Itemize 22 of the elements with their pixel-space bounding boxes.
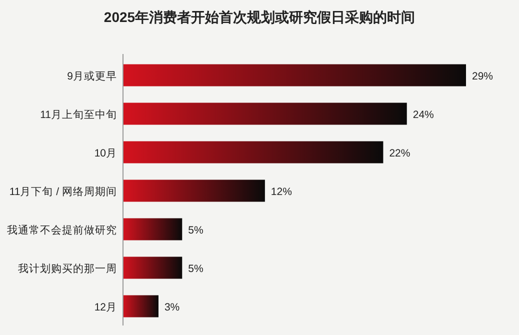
data-label: 12% (270, 186, 292, 198)
y-tick-label: 10月 (94, 147, 117, 160)
bar (123, 180, 265, 202)
data-label: 5% (188, 224, 204, 236)
y-tick-label: 我通常不会提前做研究 (7, 223, 117, 236)
y-tick-label: 11月上旬至中旬 (40, 108, 117, 121)
bar (123, 64, 466, 86)
bar (123, 218, 182, 240)
bar (123, 102, 407, 125)
y-tick-label: 9月或更早 (67, 69, 117, 82)
y-tick-label: 12月 (94, 301, 117, 314)
data-label: 3% (164, 301, 180, 314)
y-tick-label: 我计划购买的那一周 (18, 262, 117, 275)
data-label: 5% (188, 262, 204, 275)
data-label: 24% (412, 108, 434, 121)
data-label: 22% (389, 147, 410, 160)
bar (123, 295, 158, 318)
bar (123, 256, 182, 279)
chart-title: 2025年消费者开始首次规划或研究假日采购的时间 (104, 9, 416, 25)
bar (123, 141, 384, 164)
data-label: 29% (472, 70, 494, 82)
y-tick-label: 11月下旬 / 网络周期间 (9, 186, 117, 198)
